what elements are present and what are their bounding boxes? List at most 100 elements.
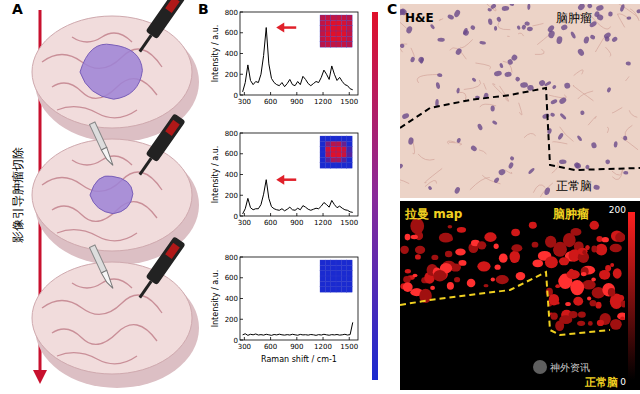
inset-cell <box>336 141 342 147</box>
x-tick <box>349 337 350 340</box>
raman-spot <box>570 228 581 236</box>
inset-cell <box>325 136 331 142</box>
nucleus <box>524 21 530 26</box>
probe-screen <box>165 0 180 13</box>
raman-spot <box>545 256 558 268</box>
inset-cell <box>325 152 331 158</box>
inset-cell <box>325 141 331 147</box>
map-title: 拉曼 map <box>404 207 463 221</box>
he-image: H&E脑肿瘤正常脑 <box>392 0 640 198</box>
fiber <box>549 95 566 98</box>
inset-cell <box>341 31 347 37</box>
inset-cell <box>347 265 353 271</box>
inset-cell <box>341 271 347 277</box>
inset-cell <box>336 260 342 266</box>
raman-spot <box>559 315 572 324</box>
colorbar-tick-label: 200 <box>609 205 626 215</box>
probe-body <box>146 236 186 285</box>
fiber <box>618 14 625 27</box>
fiber <box>524 133 536 137</box>
nucleus <box>606 87 612 93</box>
fiber <box>605 47 610 56</box>
x-tick <box>323 337 324 340</box>
spectrum-chart: 020040060080030060090012001500Intensity … <box>211 130 358 228</box>
color-bar <box>372 12 378 380</box>
probe-screen <box>165 243 180 259</box>
nucleus <box>559 159 566 164</box>
fiber <box>552 142 567 144</box>
raman-spot <box>617 312 625 319</box>
inset-cell <box>336 271 342 277</box>
plot-frame <box>240 257 358 340</box>
inset-cell <box>336 20 342 26</box>
raman-spot <box>581 272 587 276</box>
nucleus <box>408 137 414 145</box>
scalpel-blade <box>101 147 114 167</box>
x-tick <box>244 92 245 95</box>
raman-spot <box>483 284 488 287</box>
inset-cell <box>320 136 326 142</box>
raman-spot <box>511 229 520 237</box>
y-tick-label: 600 <box>225 150 238 158</box>
nucleus <box>435 82 440 89</box>
inset-cell <box>341 281 347 287</box>
inset-cell <box>336 157 342 163</box>
peak-arrow-head <box>276 23 284 33</box>
inset-cell <box>347 276 353 282</box>
inset-cell <box>347 281 353 287</box>
y-tick <box>240 195 243 196</box>
tumor-label: 脑肿瘤 <box>556 11 592 25</box>
fiber <box>439 19 443 21</box>
he-title: H&E <box>405 11 434 25</box>
raman-spot <box>613 268 622 278</box>
raman-spot <box>596 244 608 256</box>
inset-cell <box>336 26 342 32</box>
x-tick <box>244 213 245 216</box>
inset-cell <box>347 136 353 142</box>
fiber <box>625 76 629 81</box>
nucleus <box>550 112 556 117</box>
probe-body <box>146 0 186 39</box>
boundary <box>400 88 640 170</box>
y-axis-label: Intensity / a.u. <box>211 25 220 83</box>
raman-spot <box>570 280 584 295</box>
fiber <box>458 92 466 100</box>
inset-cell <box>341 276 347 282</box>
gyrus <box>57 353 137 364</box>
brain <box>32 139 192 251</box>
fiber <box>619 4 639 19</box>
inset-cell <box>336 136 342 142</box>
inset-cell <box>341 265 347 271</box>
nucleus <box>401 112 410 120</box>
nucleus <box>552 84 557 89</box>
fiber <box>588 116 596 125</box>
brain-illustration <box>32 236 199 388</box>
y-tick-label: 600 <box>225 29 238 37</box>
plot-frame <box>240 12 358 95</box>
x-tick <box>270 92 271 95</box>
fiber <box>629 110 637 117</box>
nucleus <box>491 105 495 111</box>
fiber <box>482 4 496 11</box>
spectrum-chart: 020040060080030060090012001500Intensity … <box>211 9 358 107</box>
watermark-icon <box>533 360 547 374</box>
nucleus <box>516 25 521 30</box>
inset-cell <box>331 265 337 271</box>
nucleus <box>494 70 503 77</box>
raman-spot <box>597 320 604 326</box>
inset-cell <box>347 147 353 153</box>
nucleus <box>520 82 529 89</box>
nucleus <box>580 110 585 115</box>
arrow-head <box>33 370 47 384</box>
inset-cell <box>341 42 347 48</box>
raman-spot <box>533 259 544 267</box>
fiber <box>460 39 473 47</box>
fiber <box>505 170 512 174</box>
inset-cell <box>331 42 337 48</box>
color-bar <box>628 212 635 380</box>
nucleus <box>493 177 500 184</box>
inset-cell <box>320 141 326 147</box>
inset-cell <box>325 15 331 21</box>
raman-spot <box>610 263 614 267</box>
raman-spot <box>577 248 587 255</box>
